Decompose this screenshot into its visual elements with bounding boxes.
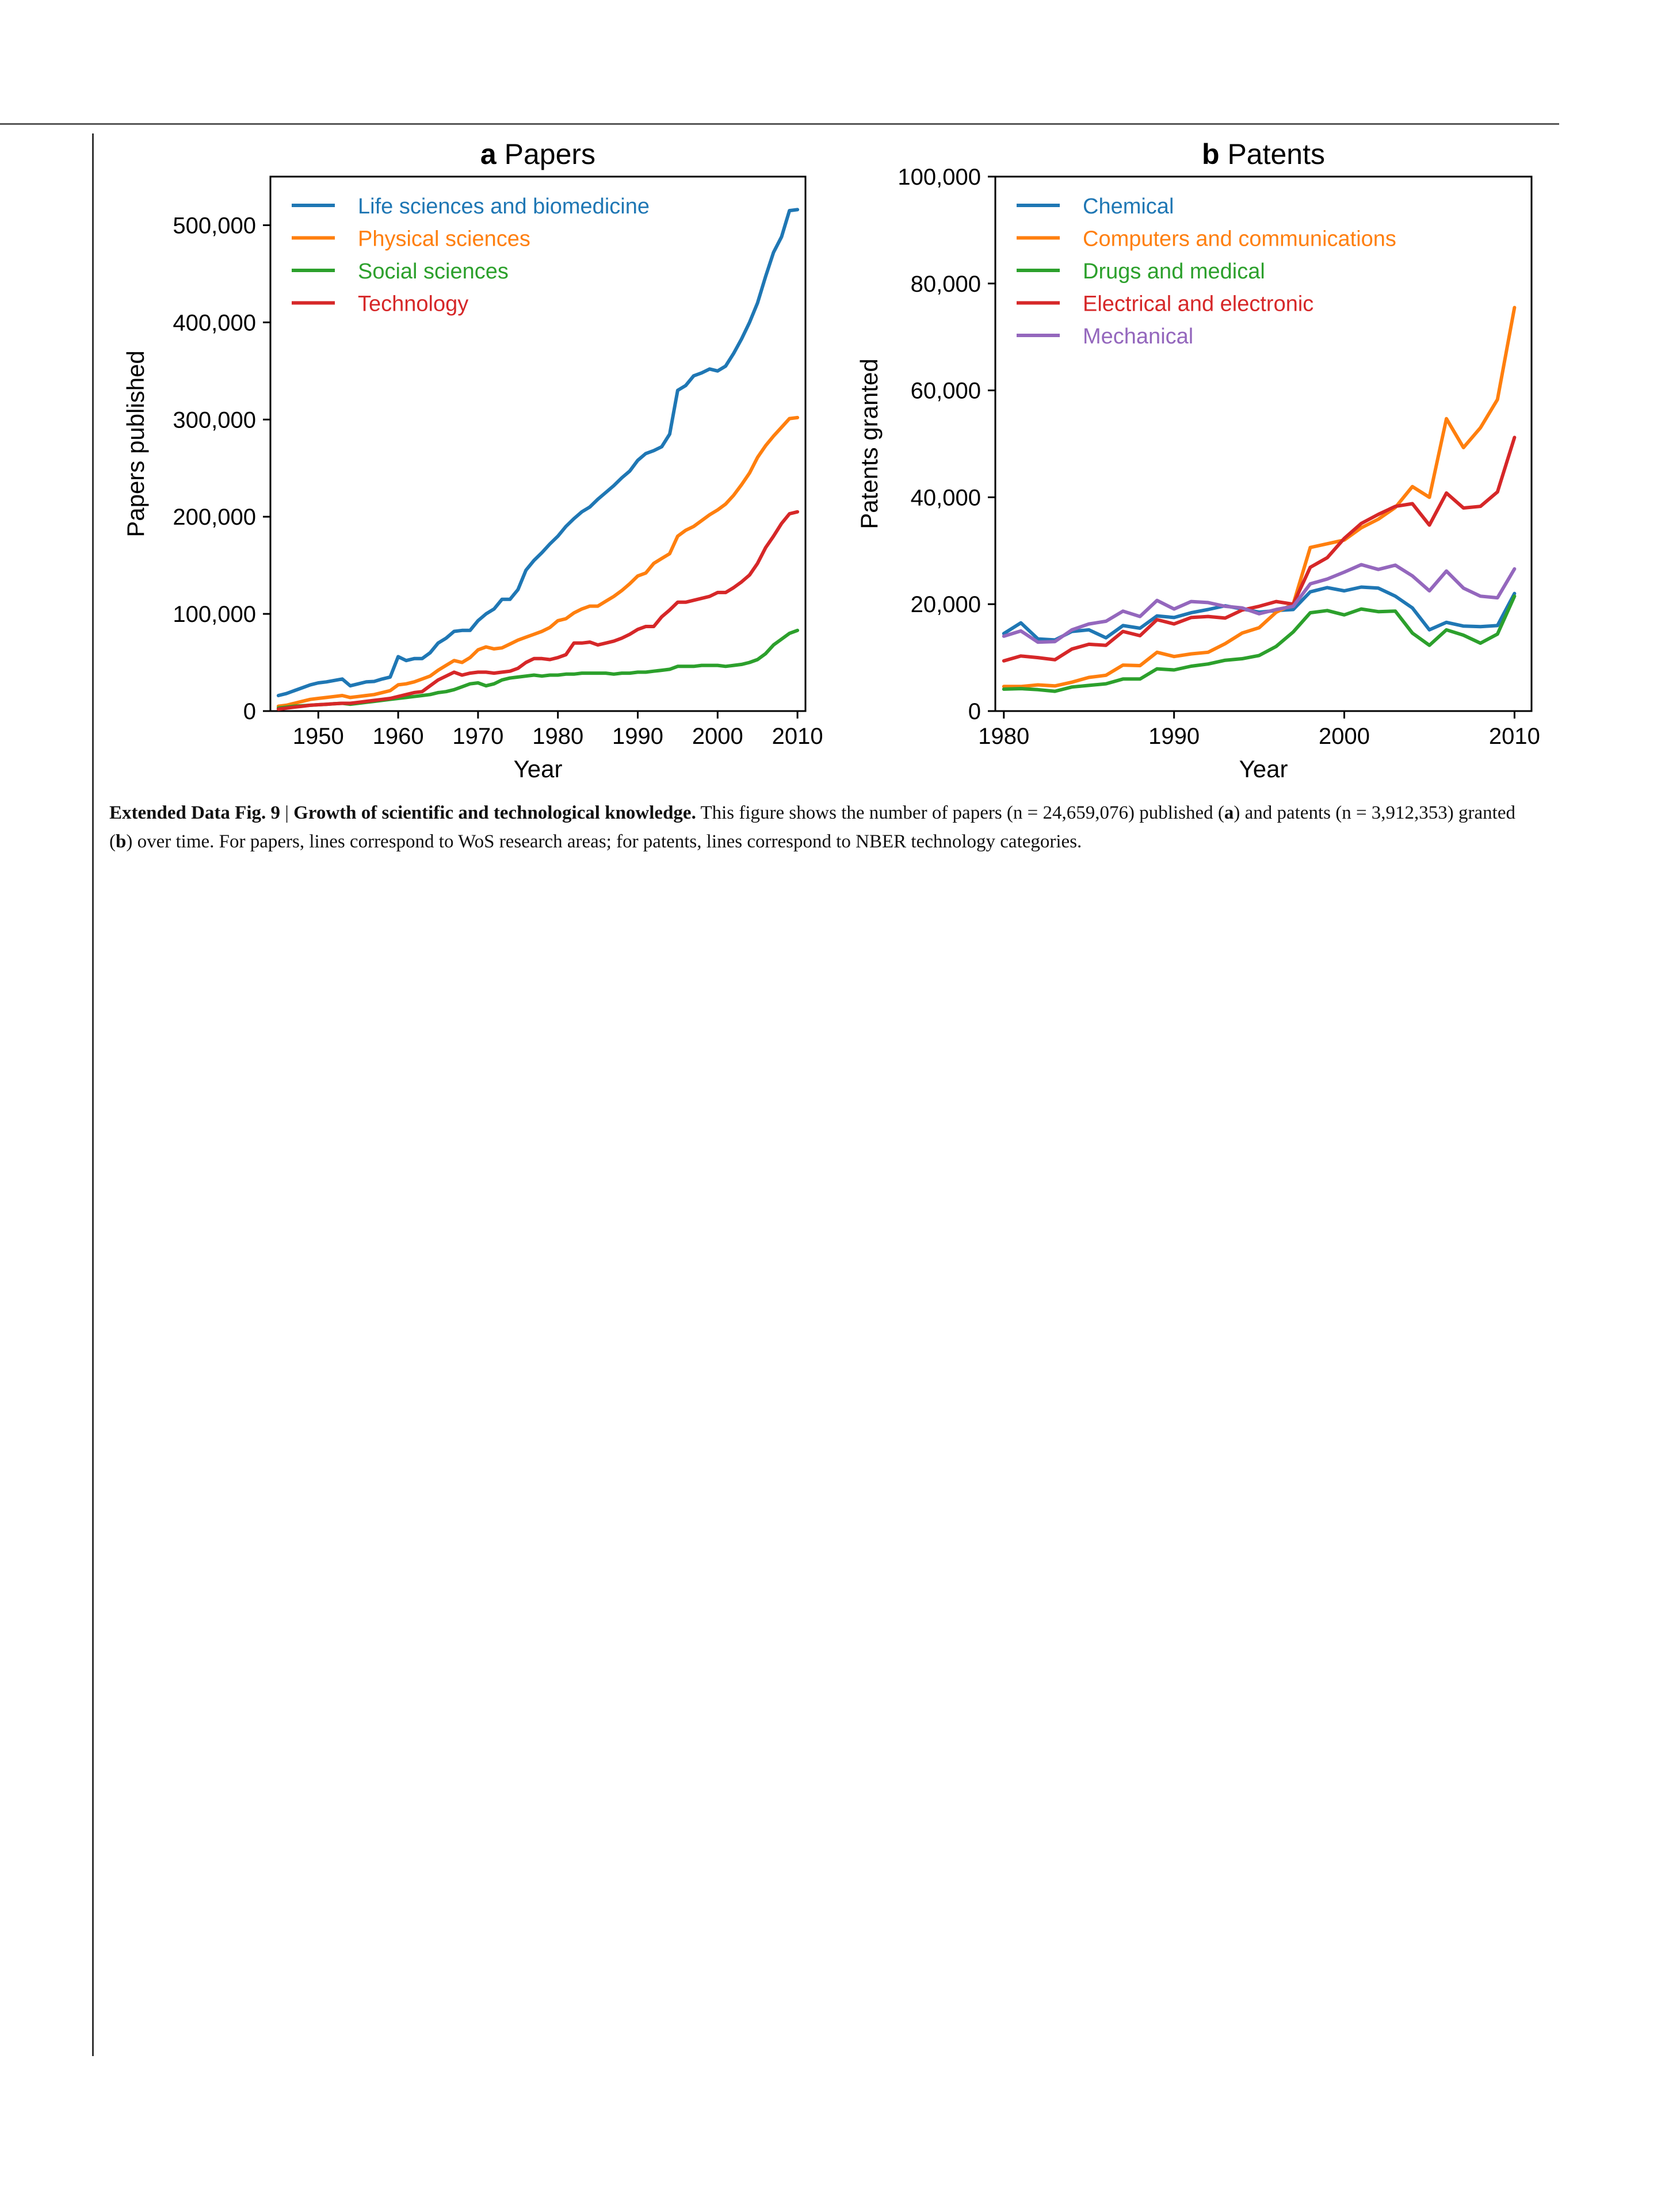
panel-b-x-axis-label: Year (1239, 755, 1288, 782)
panel-b-y-tick-label: 60,000 (911, 379, 981, 404)
panel-b-legend-label-5: Mechanical (1083, 324, 1193, 349)
panel-a-x-tick-label: 2010 (772, 724, 823, 749)
panel-b-x-tick-label: 2010 (1489, 724, 1540, 749)
panel-a-legend-label-3: Social sciences (358, 259, 509, 284)
panel-b-y-tick-label: 20,000 (911, 592, 981, 617)
panel-a-legend: Life sciences and biomedicine Physical sc… (292, 194, 650, 316)
panel-a-series-line-2 (276, 415, 800, 708)
panel-a-x-tick-label: 1960 (373, 724, 424, 749)
panel-b-series-line-3 (1002, 594, 1517, 693)
panel-b-chart: b Patents 1980 1990 2000 2010 0 20,000 40,000 60… (856, 138, 1540, 782)
panel-b-legend-label-2: Computers and communications (1083, 227, 1396, 251)
panel-b-y-tick-label: 100,000 (898, 165, 981, 190)
panel-b-y-tick-label: 0 (968, 699, 981, 724)
panel-a-plot-frame (269, 175, 807, 712)
caption-text-2: ) and patents (n = 3,912,353) granted ( (109, 803, 1515, 852)
panel-a-y-tick-label: 0 (243, 699, 256, 724)
panel-a-y-tick-label: 100,000 (173, 602, 256, 627)
panel-b-series-line-4 (1002, 435, 1517, 663)
panel-b-y-tick-label: 80,000 (911, 272, 981, 297)
caption-panel-b: b (116, 831, 127, 852)
panel-a-x-axis-label: Year (514, 755, 563, 782)
figure: a Papers 1950 1960 1970 1980 1990 2000 2010 0 100… (122, 138, 1540, 782)
panel-a-series-line-4 (276, 510, 800, 711)
panel-b-title-text: Patents (1220, 138, 1325, 170)
left-margin-rule (92, 133, 94, 2056)
panel-b-x-tick-label: 2000 (1319, 724, 1370, 749)
panel-b-y-axis-label: Patents granted (856, 358, 883, 529)
caption-heading: Growth of scientific and technological k… (293, 803, 696, 823)
panel-a-x-tick-label: 2000 (692, 724, 743, 749)
top-rule (0, 123, 1559, 125)
panel-a-y-tick-label: 300,000 (173, 407, 256, 433)
panel-a-title-letter: a (480, 138, 497, 170)
panel-a-legend-label-2: Physical sciences (358, 227, 530, 251)
caption-separator: | (280, 803, 294, 823)
panel-a-x-tick-label: 1970 (452, 724, 503, 749)
figure-caption: Extended Data Fig. 9 | Growth of scienti… (109, 799, 1536, 856)
panel-b-x-tick-label: 1990 (1148, 724, 1200, 749)
panel-b-legend-label-4: Electrical and electronic (1083, 292, 1313, 316)
panel-a-x-tick-label: 1950 (293, 724, 344, 749)
panel-a-title: a Papers (480, 138, 595, 170)
panel-a-y-tick-label: 200,000 (173, 505, 256, 530)
panel-b-title: b Patents (1202, 138, 1325, 170)
panel-a-y-axis-label: Papers published (122, 350, 149, 537)
caption-text-3: ) over time. For papers, lines correspon… (126, 831, 1082, 852)
panel-b-legend: Chemical Computers and communications Drug… (1017, 194, 1396, 349)
caption-panel-a: a (1224, 803, 1234, 823)
panel-a-legend-label-4: Technology (358, 292, 468, 316)
panel-b-legend-label-3: Drugs and medical (1083, 259, 1265, 284)
panel-b-title-letter: b (1202, 138, 1220, 170)
panel-b-x-tick-label: 1980 (978, 724, 1029, 749)
panel-a-series-line-1 (276, 208, 800, 697)
caption-text-1: This figure shows the number of papers (… (696, 803, 1224, 823)
panel-a-title-text: Papers (497, 138, 595, 170)
caption-figure-label: Extended Data Fig. 9 (109, 803, 280, 823)
panel-a-y-tick-label: 500,000 (173, 213, 256, 238)
panel-a-chart: a Papers 1950 1960 1970 1980 1990 2000 2010 0 100… (122, 138, 823, 782)
panel-b-legend-label-1: Chemical (1083, 194, 1174, 219)
panel-b-series-line-5 (1002, 563, 1517, 644)
panel-a-y-tick-label: 400,000 (173, 310, 256, 335)
panel-b-plot-frame (994, 175, 1533, 712)
panel-b-y-tick-label: 40,000 (911, 485, 981, 510)
panel-a-x-tick-label: 1980 (532, 724, 583, 749)
panel-b-series-line-2 (1002, 305, 1517, 689)
panel-a-legend-label-1: Life sciences and biomedicine (358, 194, 650, 219)
panel-a-x-tick-label: 1990 (612, 724, 663, 749)
